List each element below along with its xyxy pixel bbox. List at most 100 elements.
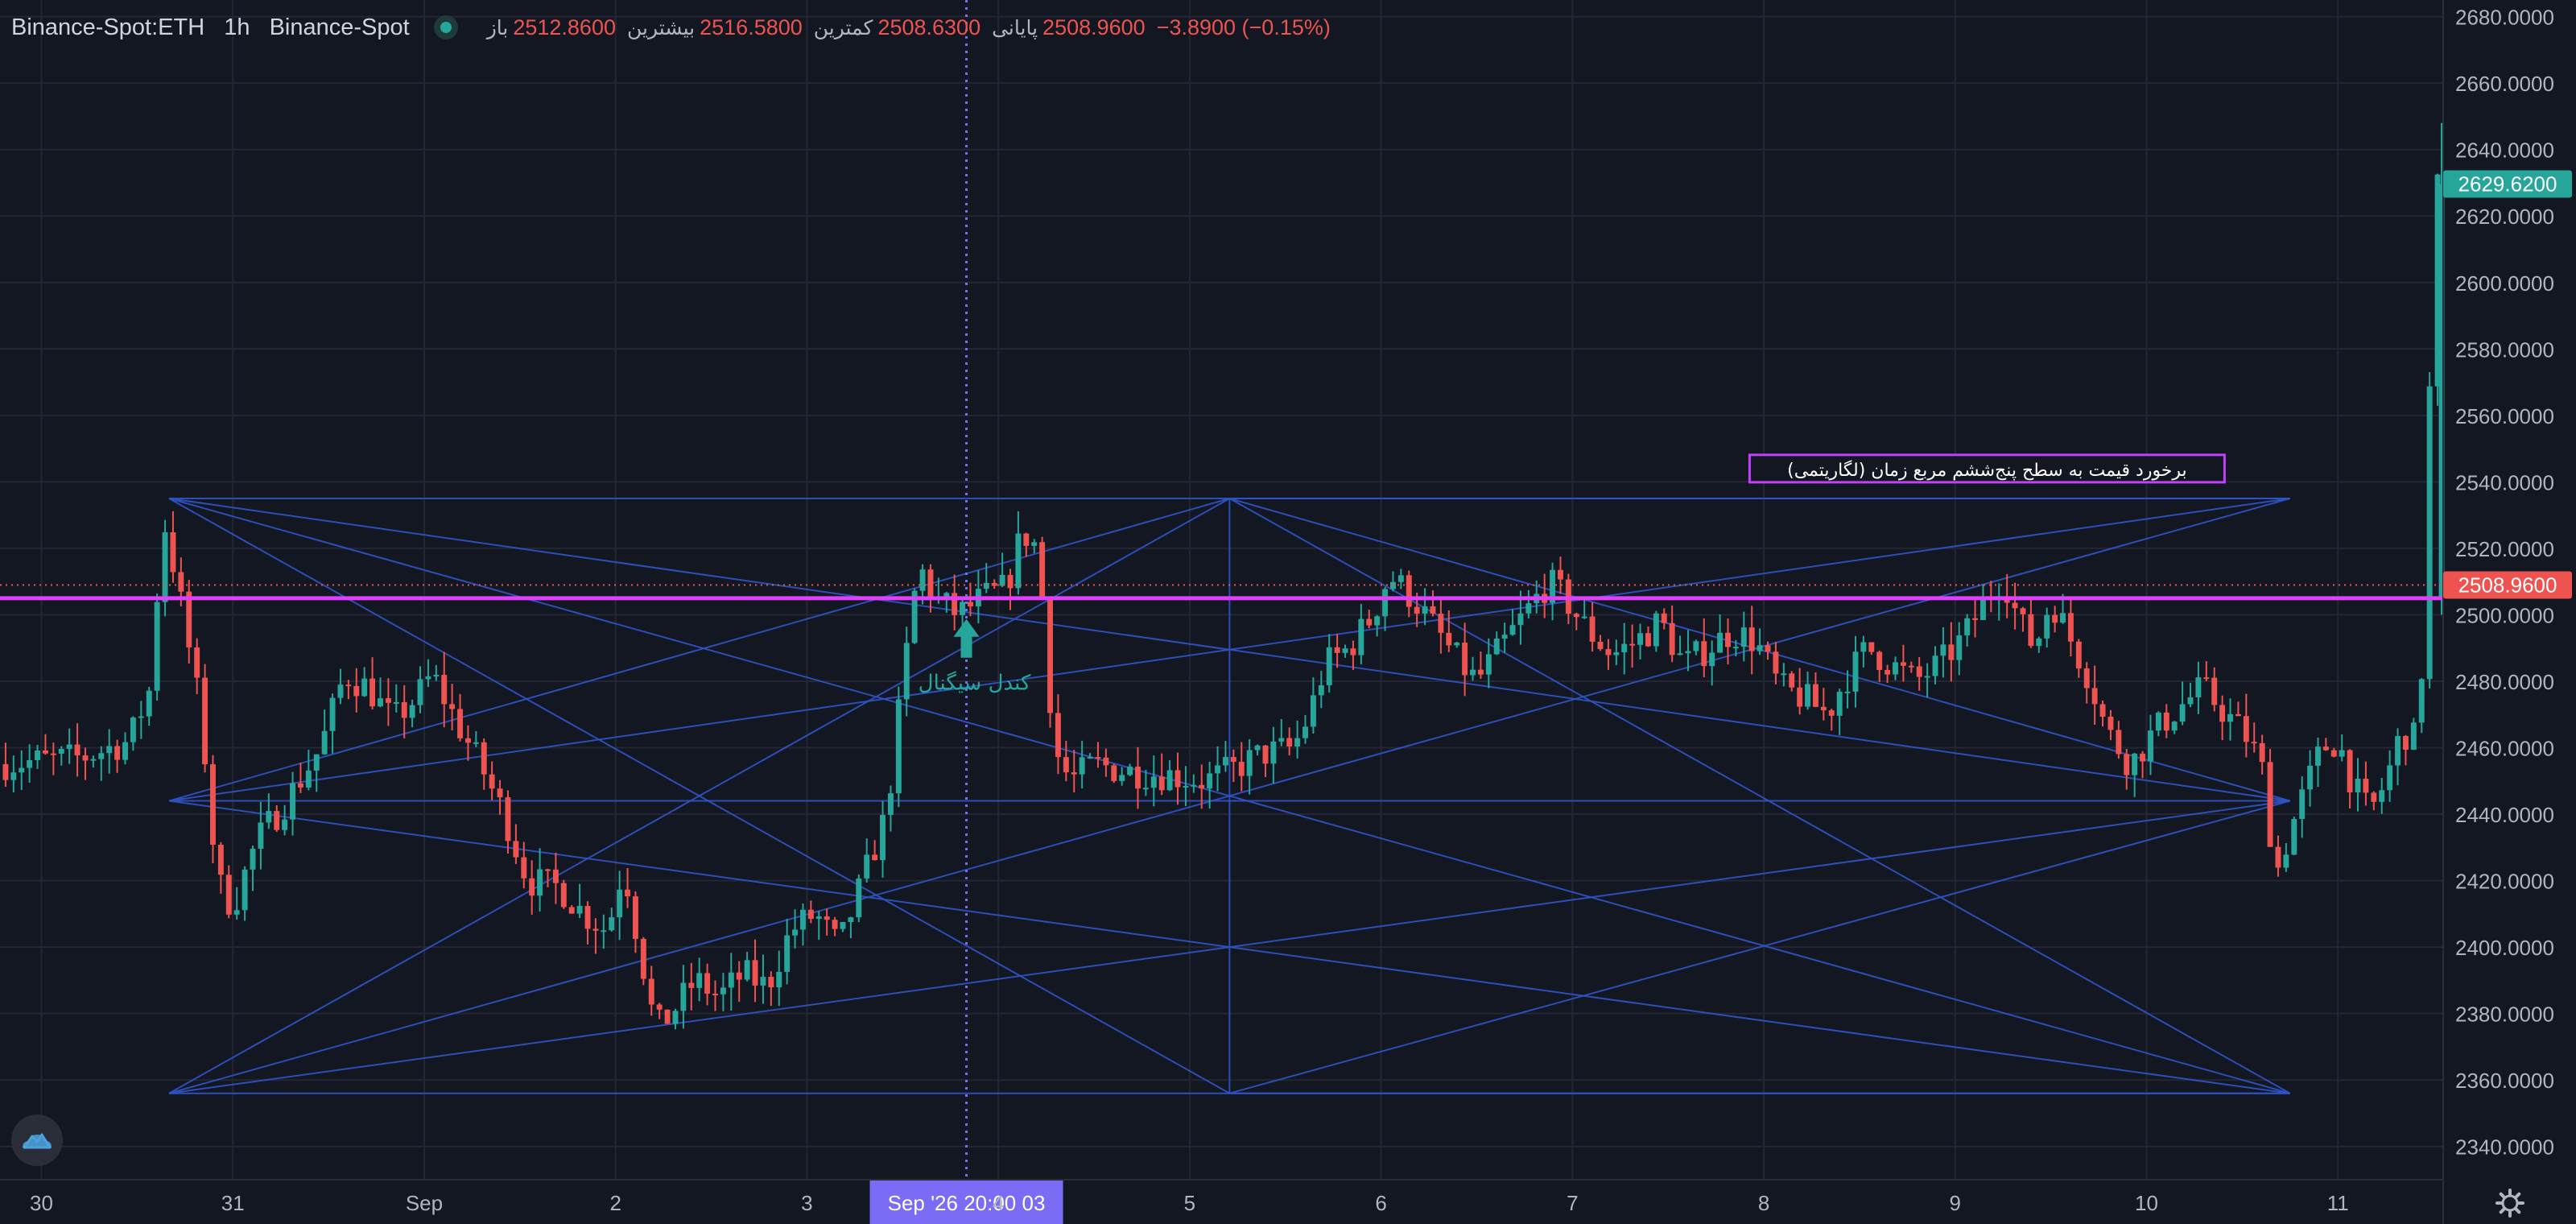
candle-body — [1550, 569, 1556, 603]
candle-body — [497, 788, 503, 798]
candle-body — [178, 572, 184, 592]
candle-body — [2251, 742, 2257, 744]
candle-body — [2124, 754, 2130, 775]
candle-body — [1940, 644, 1946, 656]
candle-body — [1781, 673, 1787, 676]
candle-body — [1605, 649, 1612, 655]
candle-body — [1358, 618, 1364, 655]
candle-body — [393, 701, 399, 704]
candle-body — [1629, 643, 1636, 646]
candle-body — [784, 935, 791, 972]
annotation-box[interactable] — [1748, 453, 2226, 484]
candle-body — [2371, 792, 2377, 802]
candle-body — [1501, 635, 1508, 639]
candle-body — [664, 1009, 671, 1024]
candle-body — [2243, 716, 2249, 742]
candle-body — [537, 869, 543, 896]
annotation-text: برخورد قیمت به سطح پنج‌ششم مربع زمان (لگ… — [1787, 460, 2187, 481]
candle-body — [258, 822, 264, 849]
candle-body — [1310, 695, 1316, 727]
candle-body — [609, 917, 615, 931]
candle-body — [704, 973, 711, 994]
candle-body — [1286, 738, 1293, 746]
candle-body — [760, 977, 766, 986]
candle-body — [983, 582, 989, 589]
candle-body — [1972, 618, 1979, 620]
candle-body — [225, 875, 232, 915]
candle-body — [919, 569, 926, 591]
candle-body — [2203, 677, 2210, 680]
candle-body — [1446, 632, 1452, 646]
candle-body — [2235, 713, 2241, 717]
candle-body — [2028, 614, 2034, 647]
candle-body — [1773, 651, 1779, 674]
candle-body — [864, 854, 870, 879]
candle-body — [1948, 644, 1955, 660]
candle-body — [1127, 767, 1133, 775]
candle-body — [1597, 641, 1604, 650]
candle-body — [1326, 647, 1332, 685]
candle-body — [672, 1011, 679, 1024]
gear-icon[interactable] — [2494, 1187, 2526, 1219]
candle-body — [282, 819, 288, 830]
candle-body — [321, 730, 328, 755]
candle-body — [617, 889, 623, 918]
candle-body — [464, 738, 471, 743]
cloud-logo-icon[interactable] — [11, 1114, 63, 1166]
candle-body — [1111, 765, 1117, 781]
candle-body — [202, 677, 208, 765]
candle-body — [441, 675, 448, 705]
candle-body — [2116, 730, 2122, 755]
x-tick-label: 7 — [1567, 1191, 1578, 1215]
fan-line — [168, 498, 1230, 802]
candle-body — [1470, 669, 1476, 676]
candle-body — [1191, 784, 1197, 787]
x-tick-label: Sep — [406, 1191, 443, 1215]
candle-body — [1653, 613, 1659, 647]
crosshair-time-label: Sep '26 20:00 03 — [888, 1191, 1046, 1215]
candle-body — [1900, 662, 1906, 666]
candle-body — [1979, 598, 1986, 620]
candle-body — [2012, 602, 2018, 609]
symbol-name[interactable]: Binance-Spot:ETH — [11, 14, 205, 40]
candle-body — [114, 746, 121, 760]
x-tick-label: 2 — [609, 1191, 621, 1215]
candle-body — [2060, 613, 2066, 623]
candle-body — [529, 878, 535, 896]
candle-body — [792, 929, 799, 936]
y-tick-label: 2420.0000 — [2455, 870, 2554, 894]
candle-body — [2363, 778, 2369, 793]
ohlc-values: باز 2512.8600 بیشترین 2516.5800 کمترین 2… — [476, 15, 1331, 40]
candle-body — [2438, 184, 2445, 598]
candle-body — [210, 764, 216, 845]
candle-body — [401, 701, 407, 718]
last-price-badge — [2443, 170, 2572, 198]
y-tick-label: 2360.0000 — [2455, 1069, 2554, 1093]
candle-body — [138, 716, 144, 718]
interval-label[interactable]: 1h — [224, 14, 250, 40]
candle-body — [1015, 533, 1022, 589]
candle-body — [417, 679, 423, 705]
candle-body — [800, 909, 806, 930]
candle-body — [712, 993, 718, 995]
candle-body — [943, 593, 950, 597]
header-gap — [257, 14, 263, 41]
candle-body — [1836, 691, 1843, 716]
candle-body — [2307, 765, 2314, 790]
x-tick-label: 5 — [1184, 1191, 1195, 1215]
candle-body — [2155, 712, 2161, 731]
candle-body — [2355, 778, 2361, 792]
candle-body — [50, 753, 56, 755]
candle-body — [552, 869, 559, 883]
crosshair-time-badge — [869, 1180, 1063, 1224]
candle-body — [1637, 633, 1643, 645]
candle-body — [856, 878, 862, 918]
y-tick-label: 2680.0000 — [2455, 6, 2554, 30]
candle-body — [720, 987, 726, 994]
candle-body — [952, 593, 958, 615]
candle-body — [1621, 643, 1628, 653]
current-price-badge — [2443, 571, 2572, 599]
candle-body — [2020, 608, 2026, 614]
high-label: بیشترین — [626, 15, 696, 39]
